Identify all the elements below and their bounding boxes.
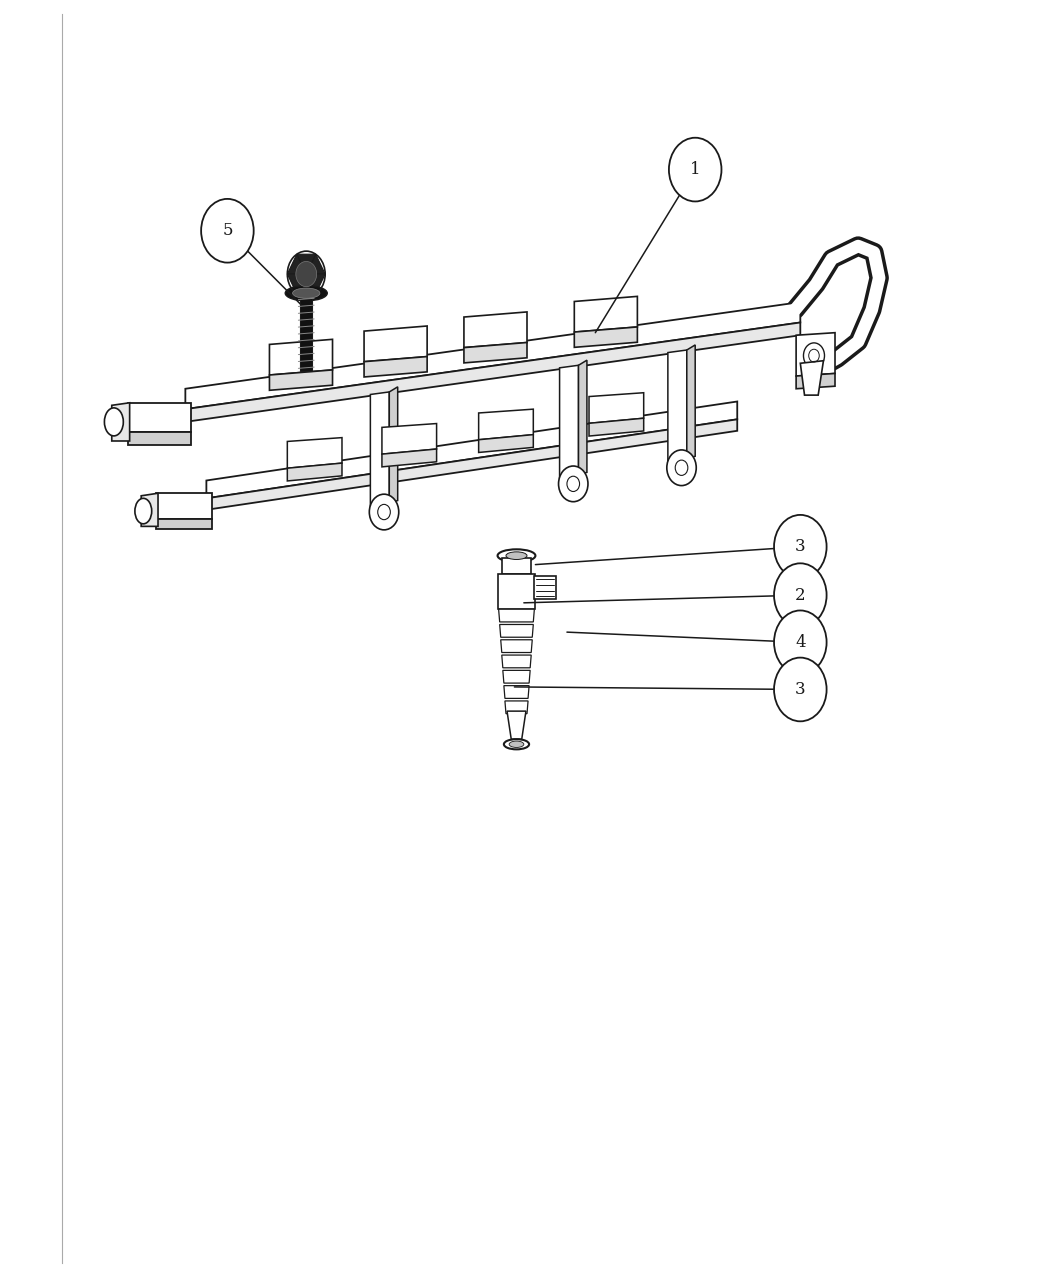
Polygon shape <box>207 401 737 498</box>
Text: 1: 1 <box>690 161 701 178</box>
Polygon shape <box>364 356 427 377</box>
Polygon shape <box>156 518 212 529</box>
Circle shape <box>803 344 824 368</box>
Polygon shape <box>502 558 531 573</box>
Polygon shape <box>479 434 533 452</box>
Polygon shape <box>141 493 158 526</box>
Text: 3: 3 <box>795 539 805 555</box>
Polygon shape <box>128 402 191 432</box>
Polygon shape <box>479 409 533 439</box>
Polygon shape <box>501 640 532 653</box>
Polygon shape <box>687 345 696 458</box>
Polygon shape <box>589 393 644 423</box>
Polygon shape <box>503 670 530 683</box>
Polygon shape <box>796 333 835 375</box>
Polygon shape <box>389 387 397 503</box>
Polygon shape <box>288 464 341 481</box>
Polygon shape <box>500 624 533 637</box>
Circle shape <box>201 199 254 263</box>
Polygon shape <box>497 573 535 609</box>
Polygon shape <box>370 392 389 506</box>
Polygon shape <box>534 576 557 599</box>
Polygon shape <box>207 419 737 510</box>
Polygon shape <box>364 326 427 361</box>
Polygon shape <box>382 424 436 455</box>
Polygon shape <box>288 438 341 469</box>
Polygon shape <box>307 254 326 275</box>
Polygon shape <box>112 402 130 441</box>
Polygon shape <box>499 609 534 622</box>
Polygon shape <box>579 360 587 475</box>
Polygon shape <box>307 275 326 294</box>
Circle shape <box>774 563 826 627</box>
Ellipse shape <box>504 739 529 750</box>
Polygon shape <box>156 493 212 518</box>
Text: 5: 5 <box>222 222 233 239</box>
Ellipse shape <box>497 549 535 562</box>
Polygon shape <box>128 432 191 444</box>
Polygon shape <box>507 711 526 739</box>
Polygon shape <box>796 373 835 388</box>
Polygon shape <box>560 365 579 478</box>
Polygon shape <box>574 296 638 332</box>
Ellipse shape <box>104 407 123 435</box>
Circle shape <box>774 515 826 578</box>
Polygon shape <box>464 342 527 363</box>
Polygon shape <box>270 340 332 375</box>
Circle shape <box>296 262 316 287</box>
Ellipse shape <box>286 286 328 301</box>
Polygon shape <box>504 686 529 699</box>
Text: 4: 4 <box>795 633 805 651</box>
Text: 3: 3 <box>795 681 805 699</box>
Polygon shape <box>186 323 800 421</box>
Ellipse shape <box>509 741 524 747</box>
Polygon shape <box>574 327 638 347</box>
Polygon shape <box>668 350 687 461</box>
Circle shape <box>559 466 588 502</box>
Circle shape <box>774 658 826 722</box>
Circle shape <box>667 450 697 485</box>
Polygon shape <box>502 655 531 668</box>
Polygon shape <box>288 275 307 294</box>
Polygon shape <box>382 450 436 467</box>
Polygon shape <box>300 298 312 370</box>
Polygon shape <box>297 254 316 275</box>
Polygon shape <box>800 360 823 395</box>
Circle shape <box>774 610 826 674</box>
Polygon shape <box>589 418 644 435</box>
Polygon shape <box>288 254 307 275</box>
Polygon shape <box>505 701 528 714</box>
Polygon shape <box>297 275 316 294</box>
Text: 2: 2 <box>795 586 805 604</box>
Circle shape <box>669 138 722 202</box>
Polygon shape <box>270 370 332 391</box>
Ellipse shape <box>506 552 527 559</box>
Circle shape <box>369 494 398 530</box>
Polygon shape <box>464 312 527 347</box>
Ellipse shape <box>293 289 320 299</box>
Polygon shape <box>186 303 800 409</box>
Ellipse shape <box>135 498 152 524</box>
